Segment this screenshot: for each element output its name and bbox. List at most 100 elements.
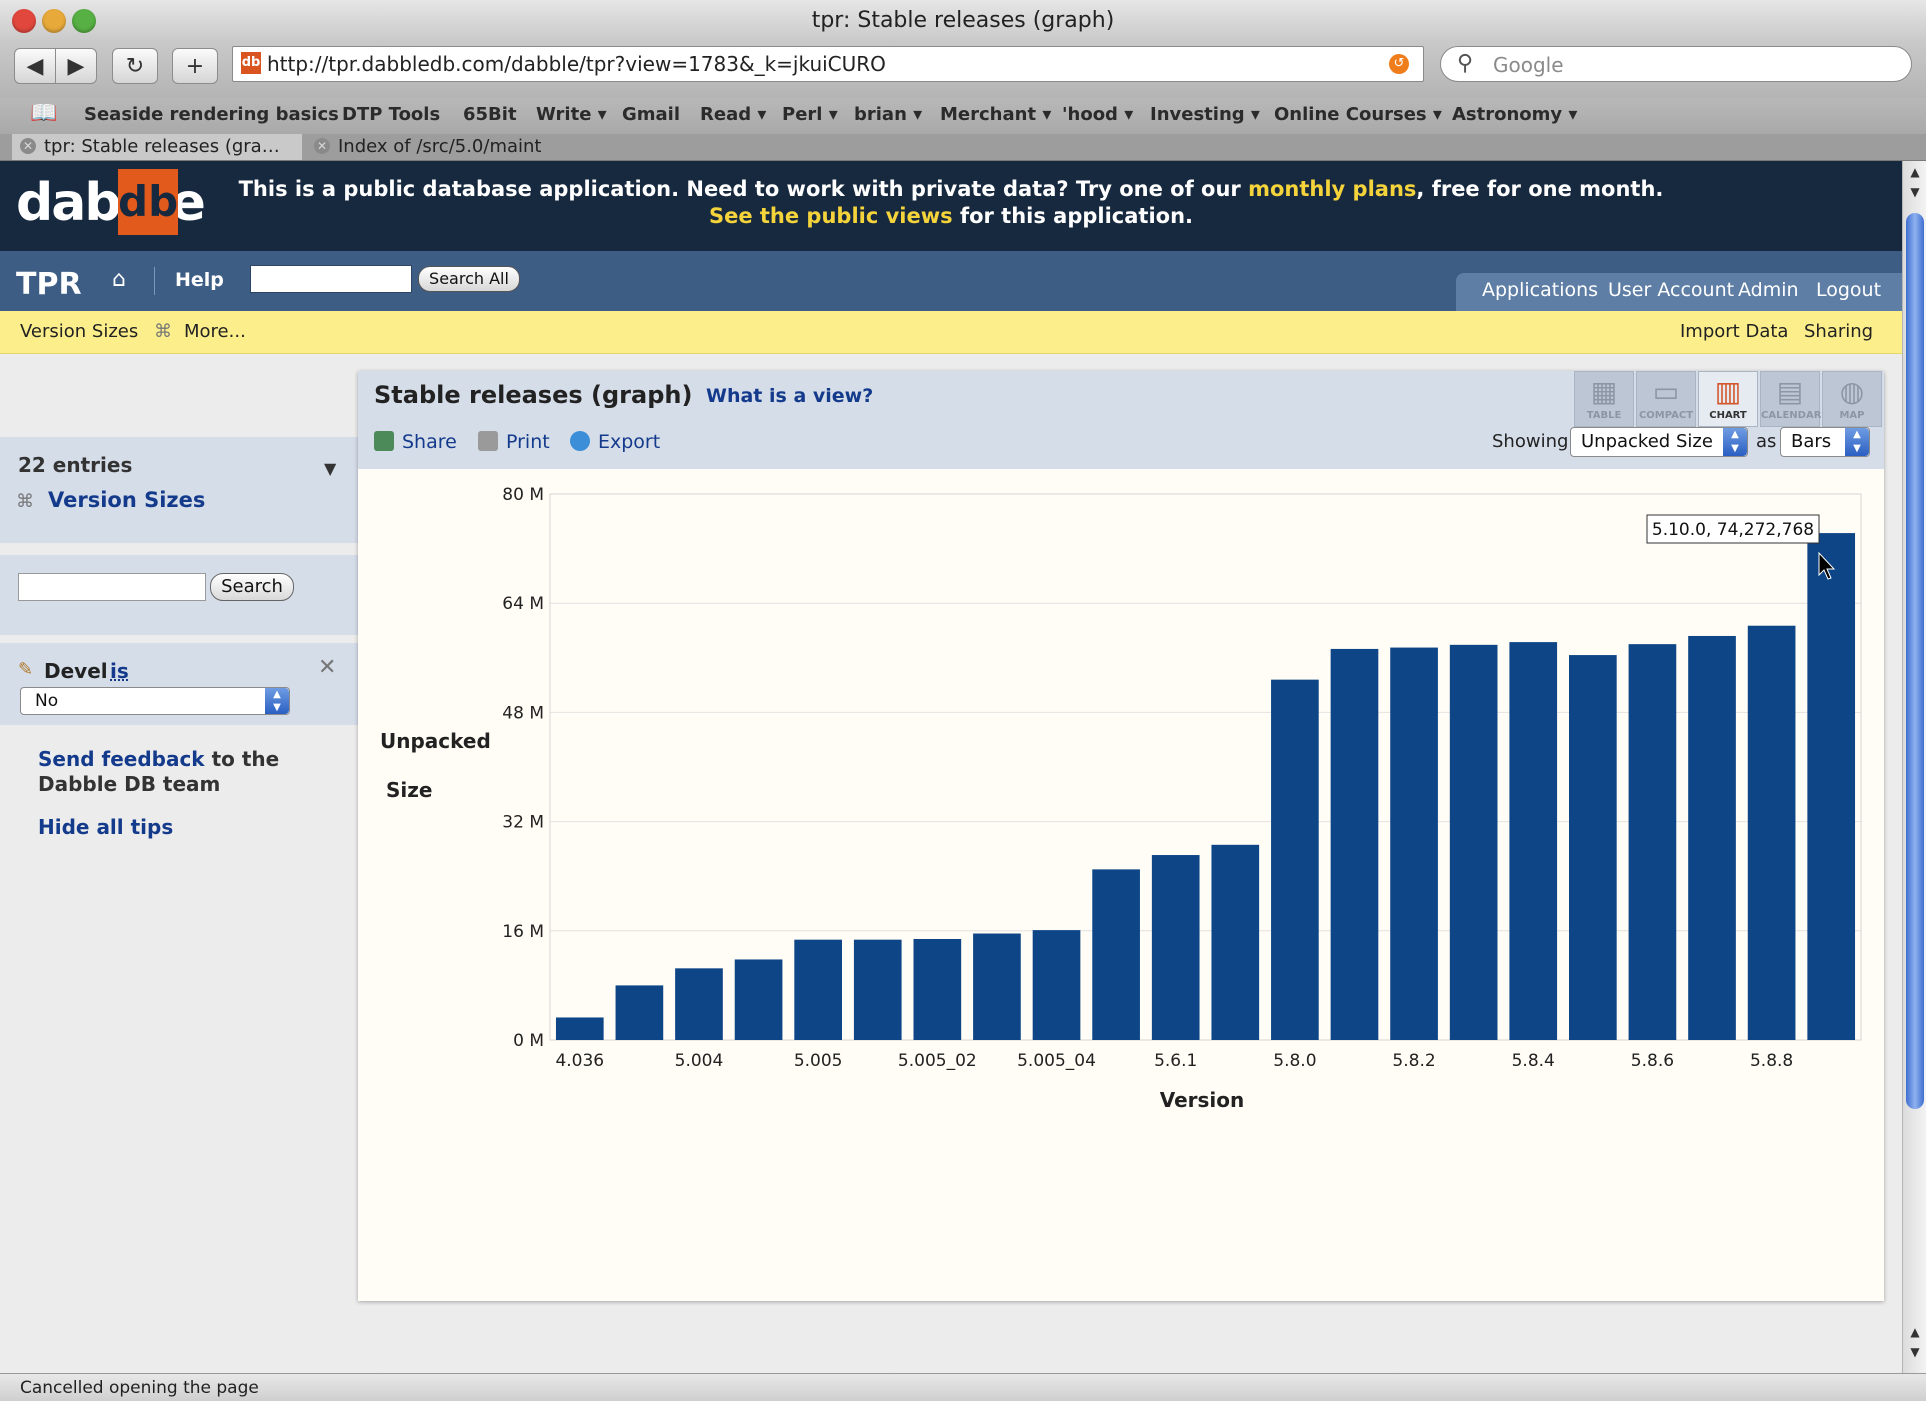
dabble-logo-box[interactable]: db (118, 169, 178, 235)
bookmark-item[interactable]: 65Bit (463, 104, 517, 125)
help-link[interactable]: Help (175, 269, 224, 291)
bar[interactable] (675, 968, 723, 1040)
bar[interactable] (1330, 648, 1379, 1040)
tab-index-of-src[interactable]: ✕ Index of /src/5.0/maint (306, 134, 596, 160)
share-button[interactable]: Share (374, 431, 457, 453)
banner-text: for this application. (952, 204, 1194, 228)
chart-kind-select[interactable]: Bars ▲ ▼ (1780, 427, 1870, 457)
view-type-table[interactable]: ▦ TABLE (1574, 371, 1634, 427)
bookmark-item[interactable]: 'hood ▾ (1062, 104, 1134, 125)
search-all-button[interactable]: Search All (418, 266, 520, 292)
bar[interactable] (734, 959, 783, 1040)
what-is-a-view-link[interactable]: What is a view? (706, 385, 874, 407)
bar[interactable] (1211, 844, 1260, 1040)
view-type-map[interactable]: ◍ MAP (1822, 371, 1882, 427)
reload-icon: ↻ (125, 53, 145, 79)
bar[interactable] (853, 939, 902, 1040)
search-all-input[interactable] (250, 265, 412, 293)
collapse-arrow-icon[interactable]: ▼ (324, 459, 337, 478)
bookmark-item[interactable]: Seaside rendering basics (84, 104, 339, 125)
bar[interactable] (794, 939, 842, 1040)
bar[interactable] (1509, 642, 1558, 1040)
import-data-link[interactable]: Import Data (1680, 321, 1789, 342)
bookmark-item[interactable]: Investing ▾ (1150, 104, 1260, 125)
new-tab-button[interactable]: + (172, 48, 218, 84)
scrollbar-thumb[interactable] (1906, 213, 1924, 1109)
bar-chart: 0 M 16 M 32 M 48 M 64 M 80 M 4.036 5.004 5.005 5… (380, 485, 1862, 1112)
bookmark-item[interactable]: Gmail (622, 104, 681, 125)
hide-tips-label[interactable]: Hide all tips (38, 815, 174, 839)
bookmark-item[interactable]: Online Courses ▾ (1274, 104, 1442, 125)
view-type-calendar[interactable]: ▤ CALENDAR (1760, 371, 1821, 427)
zoom-window-button[interactable] (72, 9, 96, 33)
bookmark-item[interactable]: DTP Tools (342, 104, 441, 125)
bar[interactable] (1449, 644, 1498, 1040)
admin-link[interactable]: Admin (1738, 279, 1799, 301)
bar[interactable] (973, 933, 1021, 1040)
sidebar-search-button[interactable]: Search (210, 573, 294, 601)
scroll-up-icon[interactable]: ▲ (1910, 165, 1920, 179)
app-name[interactable]: TPR (16, 267, 82, 302)
filter-operator[interactable]: is (110, 659, 129, 683)
scroll-down-icon[interactable]: ▼ (1910, 185, 1920, 199)
bar[interactable] (1569, 655, 1617, 1040)
send-feedback-link[interactable]: Send feedback (38, 747, 205, 771)
bar[interactable] (615, 985, 664, 1040)
print-button[interactable]: Print (478, 431, 550, 453)
bookmark-item[interactable]: Write ▾ (536, 104, 607, 125)
export-button[interactable]: Export (570, 431, 660, 453)
view-type-compact[interactable]: ▭ COMPACT (1636, 371, 1696, 427)
bar[interactable] (913, 938, 962, 1040)
select-arrows-icon: ▲ ▼ (265, 688, 289, 714)
address-bar[interactable]: db http://tpr.dabbledb.com/dabble/tpr?vi… (232, 46, 1424, 82)
bookmark-item[interactable]: Astronomy ▾ (1452, 104, 1578, 125)
sidebar-search-input[interactable] (18, 573, 206, 601)
bookmark-item[interactable]: Read ▾ (700, 104, 767, 125)
snapback-icon[interactable]: ↺ (1389, 54, 1409, 74)
bar[interactable] (1688, 635, 1736, 1040)
bookmark-item[interactable]: Perl ▾ (782, 104, 838, 125)
logout-link[interactable]: Logout (1816, 279, 1882, 301)
bookmark-item[interactable]: Merchant ▾ (940, 104, 1052, 125)
bar[interactable] (1271, 679, 1319, 1040)
bar[interactable] (1390, 647, 1438, 1040)
close-tab-icon[interactable]: ✕ (314, 138, 330, 154)
close-tab-icon[interactable]: ✕ (20, 138, 36, 154)
bookmark-item[interactable]: brian ▾ (854, 104, 923, 125)
scroll-down-icon[interactable]: ▼ (1910, 1345, 1920, 1359)
forward-button[interactable]: ▶ (55, 48, 97, 84)
bar[interactable] (1092, 869, 1140, 1040)
version-sizes-link[interactable]: Version Sizes (20, 321, 139, 342)
monthly-plans-link[interactable]: monthly plans (1248, 177, 1417, 201)
y-axis-label-line-1: Unpacked (380, 729, 491, 753)
user-account-link[interactable]: User Account (1608, 279, 1735, 301)
minimize-window-button[interactable] (42, 9, 66, 33)
version-sizes-category-link[interactable]: Version Sizes (48, 488, 206, 512)
back-button[interactable]: ◀ (14, 48, 56, 84)
bar[interactable] (1032, 930, 1081, 1040)
more-link[interactable]: More... (184, 321, 246, 342)
close-window-button[interactable] (12, 9, 36, 33)
tab-stable-releases[interactable]: ✕ tpr: Stable releases (gra… (12, 134, 302, 160)
bar[interactable] (1747, 625, 1796, 1040)
bar[interactable] (555, 1017, 604, 1040)
bookmarks-book-icon[interactable]: 📖 (30, 101, 58, 126)
scroll-up-icon[interactable]: ▲ (1910, 1325, 1920, 1339)
tooltip-box (1646, 514, 1820, 544)
filter-value-select[interactable]: No ▲ ▼ (20, 687, 290, 715)
bar[interactable] (1807, 533, 1856, 1040)
web-search-field[interactable]: ⚲ Google (1440, 46, 1912, 82)
hide-tips-link[interactable]: Hide all tips (38, 815, 173, 839)
remove-filter-icon[interactable]: ✕ (318, 655, 337, 680)
applications-link[interactable]: Applications (1482, 279, 1599, 301)
bar[interactable] (1628, 644, 1677, 1040)
web-page: dabble db This is a public database appl… (0, 161, 1902, 1373)
sharing-link[interactable]: Sharing (1804, 321, 1874, 342)
reload-button[interactable]: ↻ (112, 48, 158, 84)
view-type-chart[interactable]: ▥ CHART (1698, 371, 1758, 427)
measure-select[interactable]: Unpacked Size ▲ ▼ (1570, 427, 1748, 457)
bar[interactable] (1151, 855, 1200, 1040)
public-views-link[interactable]: See the public views (708, 204, 953, 228)
home-icon[interactable]: ⌂ (112, 267, 126, 292)
vertical-scrollbar[interactable]: ▲ ▼ ▲ ▼ (1902, 161, 1926, 1373)
